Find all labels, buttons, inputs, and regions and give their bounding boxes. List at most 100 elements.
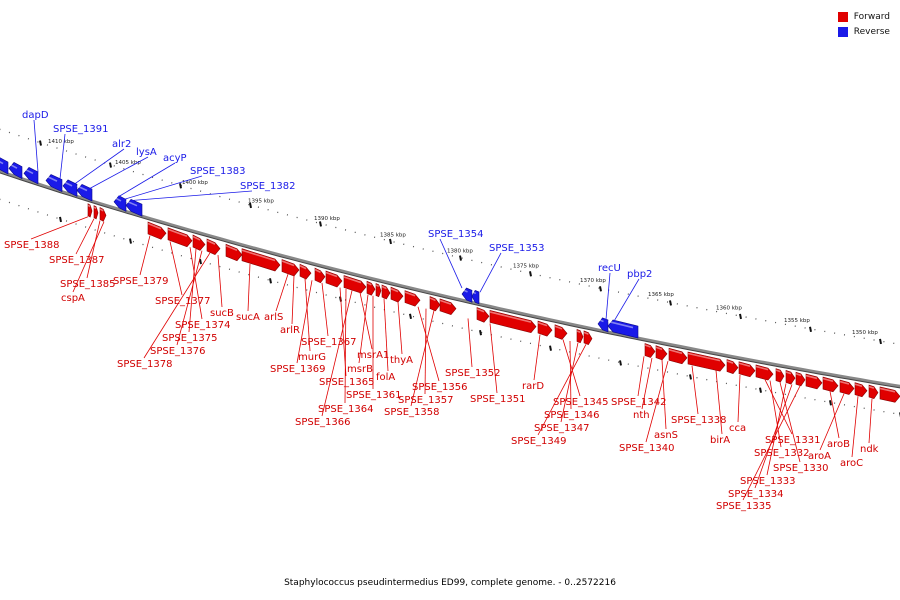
gene-highlight (687, 352, 721, 362)
forward-gene-label: SPSE_1387 (49, 255, 105, 266)
forward-gene-label: birA (710, 435, 730, 446)
forward-gene-arrow (738, 361, 756, 378)
forward-label-leader (764, 379, 793, 435)
forward-gene-arrow (554, 324, 568, 340)
forward-label-leader (560, 342, 579, 423)
scale-label: 1380 kbp (447, 249, 473, 255)
major-tick-lower (59, 216, 62, 223)
reverse-label-leader (613, 278, 640, 322)
gene-highlight (839, 380, 850, 385)
forward-label-leader (691, 365, 699, 415)
forward-label-leader (533, 334, 541, 381)
forward-gene-label: SPSE_1335 (716, 501, 772, 512)
forward-gene-label: SPSE_1345 (553, 397, 609, 408)
forward-gene-label: SPSE_1365 (319, 377, 375, 388)
forward-gene-arrow (489, 310, 537, 333)
scale-label: 1390 kbp (314, 216, 340, 222)
forward-gene-arrow (404, 290, 421, 307)
reverse-gene-arrow (607, 319, 639, 339)
forward-gene-arrow (537, 320, 553, 337)
forward-gene-arrow (795, 371, 806, 387)
forward-label-leader (424, 308, 427, 395)
forward-label-leader (189, 247, 203, 320)
major-tick-upper (529, 271, 532, 277)
forward-gene-label: rarD (522, 381, 544, 392)
major-tick-upper (389, 238, 392, 245)
forward-gene-arrow (366, 280, 376, 296)
forward-swatch (837, 11, 848, 22)
forward-label-leader (291, 275, 295, 325)
forward-label-leader (321, 282, 329, 337)
forward-gene-arrow (854, 382, 868, 398)
forward-label-leader (742, 385, 801, 501)
forward-gene-label: SPSE_1333 (740, 476, 796, 487)
reverse-gene-label: SPSE_1383 (190, 166, 246, 177)
forward-gene-arrow (583, 330, 593, 345)
gene-highlight (738, 362, 751, 368)
gene-highlight (366, 282, 372, 286)
gene-highlight (375, 284, 380, 287)
reverse-gene-label: recU (598, 263, 621, 274)
forward-label-leader (410, 310, 435, 407)
forward-gene-label: SPSE_1338 (671, 415, 727, 426)
reverse-gene-label: SPSE_1353 (489, 243, 545, 254)
gene-highlight (822, 377, 834, 383)
gene-highlight (655, 346, 663, 351)
reverse-gene-label: SPSE_1354 (428, 229, 484, 240)
reverse-gene-label: pbp2 (627, 269, 652, 280)
legend-reverse-label: Reverse (853, 26, 890, 37)
forward-gene-label: murG (298, 352, 326, 363)
gene-highlight (241, 249, 276, 262)
major-tick-upper (459, 255, 462, 261)
scale-label: 1395 kbp (248, 198, 274, 204)
forward-label-leader (715, 370, 723, 435)
forward-gene-label: SPSE_1361 (346, 390, 402, 401)
forward-label-leader (645, 360, 669, 443)
forward-label-leader (661, 359, 667, 430)
forward-gene-arrow (839, 379, 855, 395)
forward-label-leader (247, 263, 251, 312)
forward-gene-label: SPSE_1369 (270, 364, 326, 375)
forward-gene-label: SPSE_1364 (318, 404, 374, 415)
forward-label-leader (359, 292, 373, 350)
gene-highlight (192, 235, 201, 241)
reverse-label-leader (129, 190, 253, 202)
forward-gene-arrow (668, 347, 688, 365)
forward-label-leader (139, 235, 151, 276)
reverse-label-leader (439, 238, 463, 289)
forward-gene-arrow (225, 243, 243, 262)
forward-label-leader (275, 273, 289, 312)
forward-label-leader (383, 298, 389, 372)
scale-label: 1370 kbp (580, 278, 606, 284)
reverse-gene-arrow (0, 157, 9, 175)
gene-highlight (8, 163, 18, 169)
forward-gene-arrow (241, 248, 281, 272)
forward-label-leader (851, 396, 859, 458)
scale-label: 1365 kbp (648, 292, 674, 298)
forward-label-leader (344, 289, 347, 404)
forward-gene-arrow (879, 386, 900, 403)
forward-gene-label: SPSE_1378 (117, 359, 173, 370)
forward-gene-label: cspA (61, 293, 85, 304)
forward-label-leader (397, 301, 403, 355)
forward-label-leader (766, 383, 787, 476)
gene-highlight (795, 373, 802, 377)
major-tick-lower (829, 400, 832, 406)
forward-gene-arrow (99, 206, 107, 222)
forward-label-leader (321, 290, 353, 417)
forward-label-leader (829, 391, 840, 439)
forward-gene-arrow (314, 267, 326, 284)
gene-highlight (775, 369, 781, 373)
forward-gene-arrow (439, 298, 457, 316)
gene-highlight (381, 285, 387, 290)
forward-label-leader (176, 250, 203, 346)
forward-gene-arrow (805, 373, 823, 390)
forward-gene-label: asnS (654, 430, 678, 441)
forward-label-leader (417, 306, 440, 382)
gene-highlight (113, 196, 122, 202)
forward-gene-arrow (375, 283, 382, 298)
reverse-label-leader (479, 252, 502, 293)
reverse-swatch (837, 26, 848, 37)
major-tick-upper (599, 286, 602, 292)
